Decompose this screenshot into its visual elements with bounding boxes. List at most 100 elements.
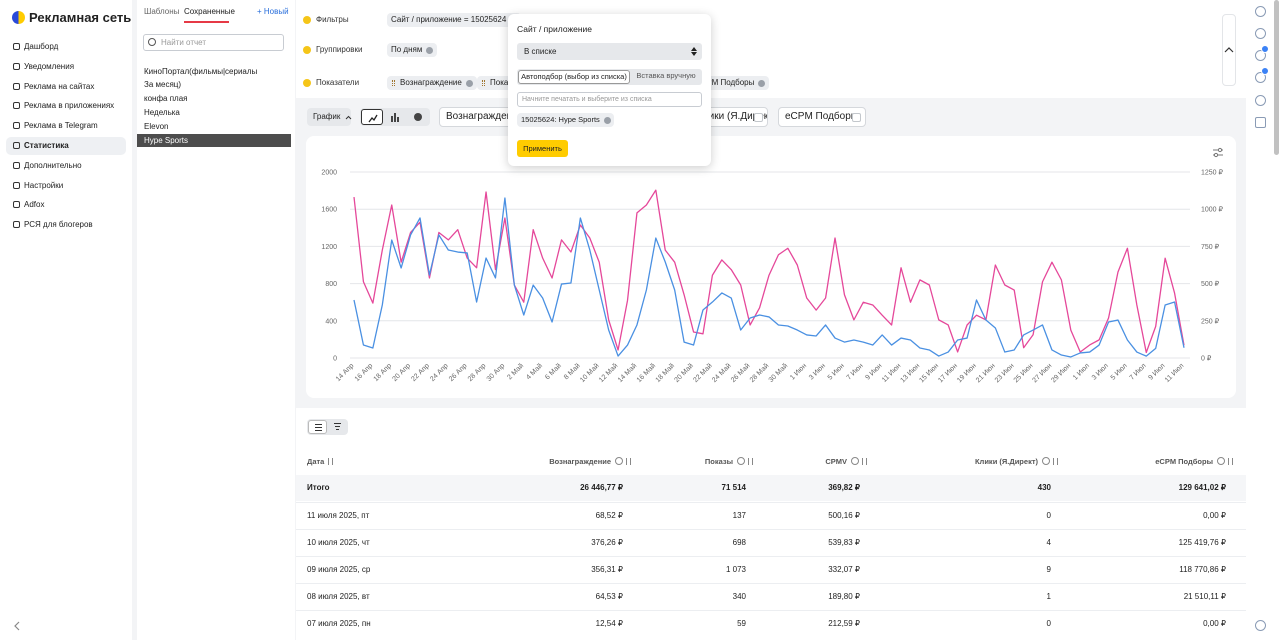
remove-icon[interactable] bbox=[603, 116, 611, 124]
x-tick-label: 15 Июн bbox=[918, 362, 940, 384]
menu-item[interactable]: Дополнительно bbox=[6, 157, 126, 175]
menu-label: Уведомления bbox=[24, 61, 75, 71]
x-tick-label: 22 Апр bbox=[410, 362, 431, 383]
chip[interactable]: Сайт / приложение = 15025624 bbox=[387, 13, 522, 27]
mode-tabs: Автоподбор (выбор из списка) Вставка вруч… bbox=[517, 69, 702, 85]
report-item[interactable]: Неделька bbox=[137, 106, 291, 119]
metric-toggle[interactable]: eCPM Подборы bbox=[778, 107, 866, 127]
x-tick-label: 26 Май bbox=[729, 362, 751, 384]
report-name: Неделька bbox=[144, 107, 180, 117]
chip[interactable]: Вознаграждение bbox=[387, 76, 477, 90]
report-item[interactable]: Elevon bbox=[137, 120, 291, 133]
menu-item[interactable]: Adfox bbox=[6, 196, 126, 214]
filter-label: Фильтры bbox=[316, 15, 349, 24]
menu-item[interactable]: Реклама на сайтах bbox=[6, 78, 126, 96]
x-tick-label: 12 Май bbox=[597, 362, 619, 384]
rail-icon[interactable] bbox=[1255, 6, 1266, 17]
rail-icon[interactable] bbox=[1255, 95, 1266, 106]
table-cell: 0 bbox=[1046, 510, 1051, 520]
scrollbar bbox=[1274, 0, 1279, 155]
search-input[interactable]: Начните печатать и выберите из списка bbox=[517, 92, 702, 107]
mode-tab[interactable]: Автоподбор (выбор из списка) bbox=[518, 70, 630, 84]
rail-icon[interactable] bbox=[1255, 117, 1266, 128]
menu-item[interactable]: Дашборд bbox=[6, 38, 126, 56]
y-tick-label: 0 bbox=[333, 356, 337, 363]
x-tick-label: 17 Июн bbox=[937, 362, 959, 384]
report-item[interactable]: За месяц) bbox=[137, 78, 291, 91]
report-item[interactable]: конфа плая bbox=[137, 92, 291, 105]
menu-item[interactable]: РСЯ для блогеров bbox=[6, 216, 126, 234]
chart-type-button[interactable] bbox=[384, 109, 406, 125]
add-icon[interactable] bbox=[303, 79, 311, 87]
column-header[interactable]: Показы bbox=[704, 457, 733, 466]
column-header[interactable]: eCPM Подборы bbox=[1155, 457, 1213, 466]
y2-tick-label: 1000 ₽ bbox=[1201, 206, 1224, 214]
search-placeholder: Найти отчет bbox=[161, 38, 207, 47]
report-item[interactable]: КиноПортал(фильмы|сериалы bbox=[137, 65, 291, 78]
chip[interactable]: По дням bbox=[387, 43, 438, 57]
column-header[interactable]: Клики (Я.Директ) bbox=[974, 457, 1038, 466]
table-cell: 08 июля 2025, вт bbox=[307, 592, 370, 601]
x-tick-label: 2 Май bbox=[506, 362, 526, 382]
table-view-toggle bbox=[307, 419, 348, 435]
icon bbox=[334, 423, 341, 425]
y2-tick-label: 1250 ₽ bbox=[1201, 169, 1224, 177]
chart-type-button[interactable] bbox=[407, 109, 429, 125]
menu-label: Дашборд bbox=[24, 42, 59, 51]
table-cell: 125 419,76 ₽ bbox=[1178, 537, 1226, 547]
drag-handle bbox=[482, 80, 485, 86]
x-tick-label: 28 Апр bbox=[467, 362, 488, 383]
remove-icon[interactable] bbox=[758, 79, 766, 87]
menu-item[interactable]: Настройки bbox=[6, 177, 126, 195]
menu-item[interactable]: Статистика bbox=[6, 137, 126, 155]
view-select[interactable]: График bbox=[307, 108, 352, 126]
x-tick-label: 1 Июл bbox=[1072, 362, 1091, 381]
collapse-box bbox=[1222, 14, 1236, 86]
table-cell: 07 июля 2025, пн bbox=[307, 619, 371, 628]
x-tick-label: 4 Май bbox=[525, 362, 545, 382]
add-icon[interactable] bbox=[303, 16, 311, 24]
menu-icon bbox=[13, 43, 20, 50]
table-cell: 340 bbox=[732, 592, 746, 601]
x-tick-label: 18 Апр bbox=[373, 362, 394, 383]
selected-chip[interactable]: 15025624: Hype Sports bbox=[517, 113, 614, 127]
apply-button[interactable]: Применить bbox=[517, 140, 568, 157]
chip-text: Сайт / приложение = 15025624 bbox=[391, 15, 507, 24]
table-cell: 68,52 ₽ bbox=[595, 510, 623, 520]
rail-icon[interactable] bbox=[1255, 67, 1269, 83]
report-name: Elevon bbox=[144, 121, 169, 131]
menu-item[interactable]: Реклама в Telegram bbox=[6, 117, 126, 135]
view-button[interactable] bbox=[308, 420, 327, 434]
report-tab[interactable]: Сохраненные bbox=[184, 7, 235, 16]
rail-icon[interactable] bbox=[1255, 45, 1269, 61]
search-box[interactable]: Найти отчет bbox=[143, 34, 284, 51]
report-tab[interactable]: Шаблоны bbox=[144, 7, 180, 16]
select-arrows bbox=[691, 47, 697, 56]
report-item[interactable]: Hype Sports bbox=[137, 133, 291, 147]
rail-icon[interactable] bbox=[1255, 620, 1266, 631]
tab-underline bbox=[184, 21, 229, 23]
menu-label: Настройки bbox=[24, 180, 64, 190]
view-button[interactable] bbox=[328, 420, 347, 434]
x-tick-label: 20 Апр bbox=[391, 362, 412, 383]
column-header[interactable]: Вознаграждение bbox=[549, 457, 611, 466]
rail-icon[interactable] bbox=[1255, 28, 1266, 39]
column-header[interactable]: CPMV bbox=[825, 457, 847, 466]
add-icon[interactable] bbox=[303, 46, 311, 54]
new-report[interactable]: + Новый bbox=[257, 7, 289, 16]
menu-label: РСЯ для блогеров bbox=[24, 220, 93, 230]
menu-item[interactable]: Уведомления bbox=[6, 58, 126, 76]
operator-select[interactable]: В списке bbox=[517, 43, 702, 60]
x-tick-label: 23 Июн bbox=[994, 362, 1016, 384]
column-header[interactable]: Дата bbox=[307, 457, 325, 466]
x-tick-label: 3 Июл bbox=[1091, 362, 1110, 381]
remove-icon[interactable] bbox=[465, 79, 473, 87]
menu-item[interactable]: Реклама в приложениях bbox=[6, 97, 126, 115]
sort-icon bbox=[1228, 458, 1233, 465]
y2-tick-label: 750 ₽ bbox=[1201, 243, 1220, 251]
row-divider bbox=[296, 610, 1246, 611]
remove-icon[interactable] bbox=[426, 46, 434, 54]
mode-tab[interactable]: Вставка вручную bbox=[631, 70, 701, 84]
chart-type-button[interactable] bbox=[361, 109, 383, 125]
